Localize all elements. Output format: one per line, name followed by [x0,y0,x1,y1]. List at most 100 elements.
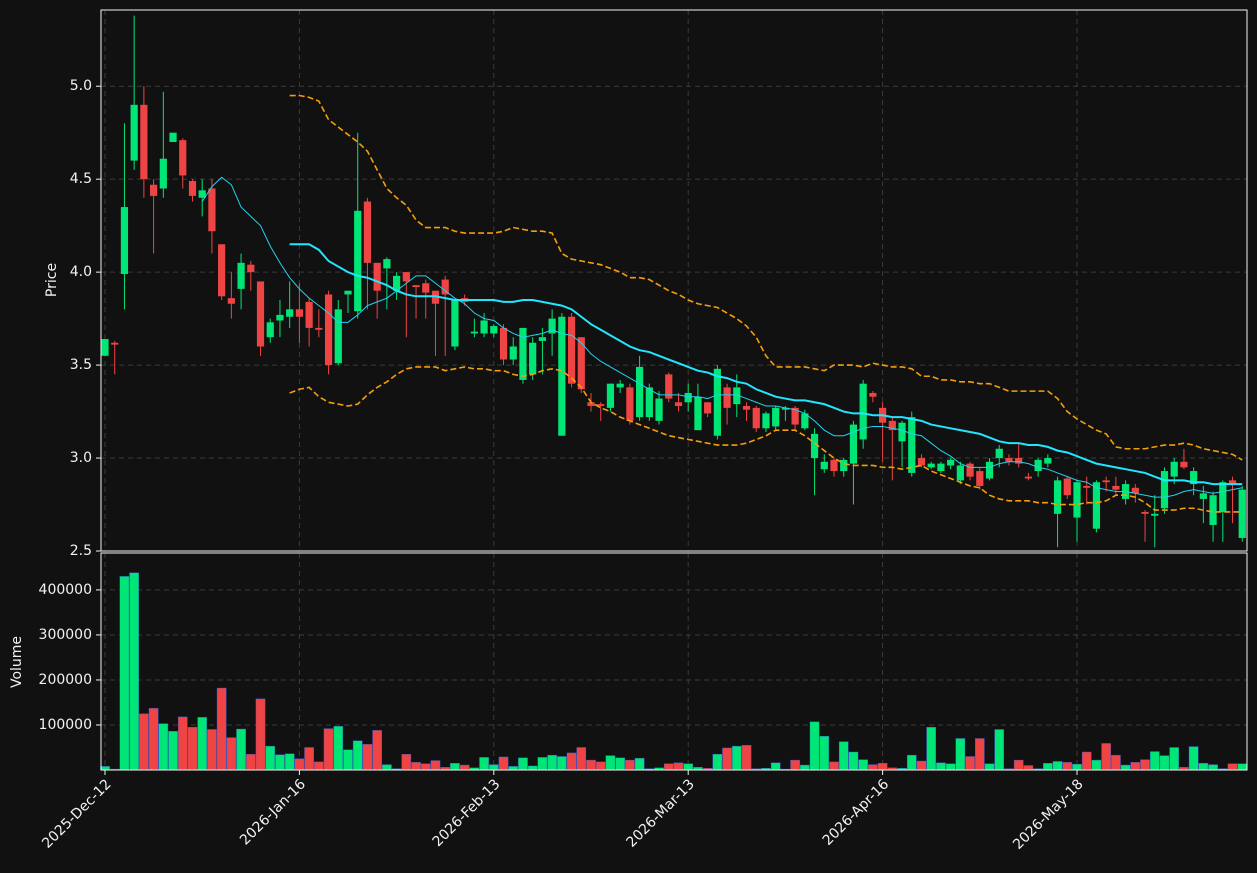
volume-bar [100,766,110,771]
volume-bar [450,763,460,771]
indicator-line [289,243,1243,486]
volume-bar [1227,763,1238,771]
candle-body [451,300,459,347]
candle-body [480,320,488,334]
candle-body [791,407,799,425]
volume-bar [868,764,878,771]
candle-body [888,420,896,431]
volume-bar [508,766,519,771]
volume-bar [712,754,723,771]
candle-body [1034,459,1042,472]
volume-bar [1101,743,1111,771]
volume-bar [304,747,314,771]
volume-bar [838,741,849,771]
candle-body [820,461,828,470]
candle-body [859,383,867,440]
candle-body [529,342,537,375]
candle-body [606,383,615,408]
volume-bar [411,762,421,771]
y-tick-label: 400000 [39,582,92,598]
volume-bar [741,745,752,771]
candle-body [1170,461,1178,477]
volume-bar [858,759,868,771]
candle-body [674,402,683,406]
volume-bar [770,762,781,771]
volume-bar [119,576,130,771]
candle-body [140,104,148,180]
volume-bar [1237,763,1248,771]
candle-body [538,337,546,341]
candle-body [1044,458,1052,464]
volume-bar [1140,759,1150,771]
candle-body [1092,482,1101,529]
candle-body [636,366,644,418]
volume-bar [139,713,149,771]
volume-bar [284,753,295,771]
volume-bar [226,737,237,771]
candle-body [927,463,935,468]
candle-body [1005,458,1013,462]
candle-body [908,417,916,473]
volume-bar [1130,762,1141,771]
volume-bar [809,721,820,771]
candle-body [1219,482,1227,512]
candle-body [1228,480,1237,485]
volume-bar [275,754,285,771]
candle-body [373,262,381,291]
volume-bar [537,757,548,771]
volume-bar [790,759,800,771]
candle-body [830,459,838,472]
candle-body [1180,461,1188,468]
candle-body [1073,482,1081,518]
candle-body [1102,480,1110,483]
candle-body [295,309,303,317]
volume-bar [566,752,577,771]
candle-body [723,387,731,408]
y-tick-label: 3.5 [70,357,92,373]
volume-axis-label: Volume [9,636,25,688]
y-tick-label: 3.0 [70,450,92,466]
candle-body [256,281,265,347]
indicator-line [201,176,1243,498]
volume-bar [1023,765,1034,771]
candle-body [218,244,226,297]
candle-body [665,374,673,399]
volume-bar [547,754,557,771]
candle-body [334,309,342,364]
candle-body [810,433,819,459]
candle-body [684,392,692,403]
volume-bar [663,763,674,771]
volume-bar [732,745,742,771]
candle-body [917,458,926,466]
candle-body [305,301,313,328]
y-tick-label: 4.0 [70,264,92,280]
candle-body [354,210,362,312]
volume-bar [1188,746,1199,771]
volume-bar [265,745,276,771]
y-tick-label: 300000 [39,627,92,643]
candle-body [1160,471,1169,509]
candle-body [101,339,109,356]
candle-body [393,275,401,291]
volume-bar [576,747,587,771]
candle-body [548,318,556,334]
volume-bar [372,730,382,771]
volume-bar [877,763,888,771]
volume-bar [673,762,684,771]
volume-bar [975,738,985,771]
volume-bar [1120,764,1131,771]
candle-body [1199,493,1207,499]
volume-bar [800,764,810,771]
volume-bar [1062,762,1073,771]
candle-body [237,262,245,289]
candle-body [626,387,634,421]
candle-body [1238,489,1246,538]
volume-bar [333,726,344,771]
candle-body [752,407,760,429]
volume-bar [1149,751,1160,771]
candle-body [509,346,517,360]
volume-bar [1198,763,1209,771]
volume-bar [848,751,859,771]
candle-body [1190,471,1198,485]
volume-bar [479,757,489,771]
